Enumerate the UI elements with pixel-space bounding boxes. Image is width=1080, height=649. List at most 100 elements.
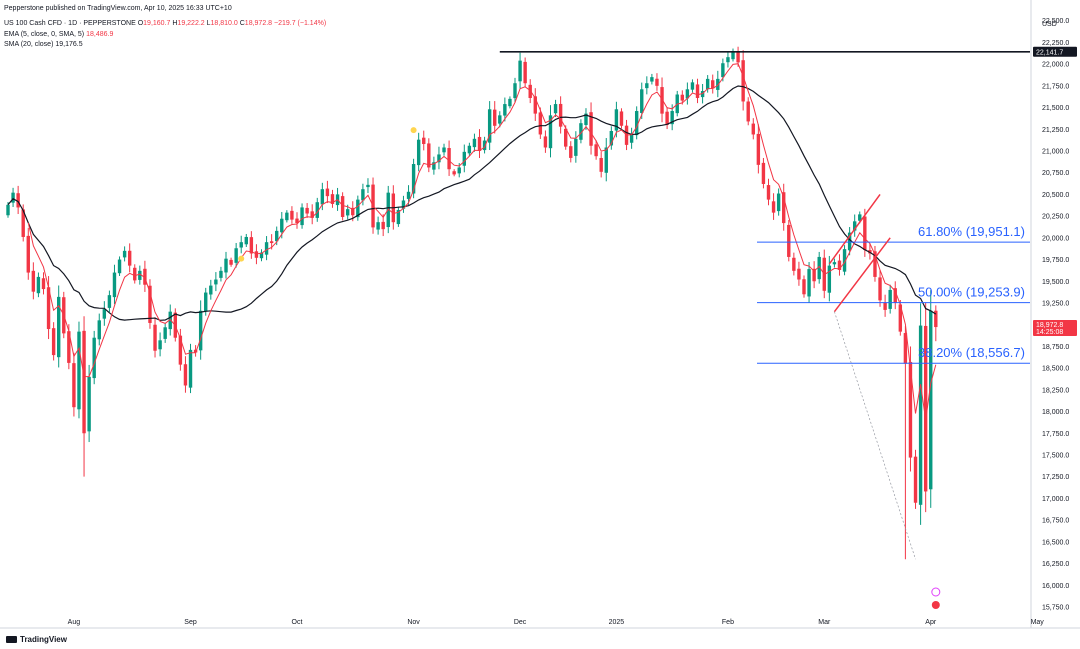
candle-body (599, 158, 602, 172)
candle-body (442, 147, 445, 152)
x-tick-label: Feb (722, 619, 734, 626)
y-tick-label: 20,750.0 (1042, 170, 1069, 177)
candle-body (209, 286, 212, 295)
candle-body (98, 320, 101, 339)
candle-body (128, 251, 131, 266)
candle-body (255, 251, 258, 258)
candle-body (458, 167, 461, 173)
candle-body (285, 213, 288, 221)
candle-body (797, 269, 800, 280)
y-tick-label: 17,750.0 (1042, 431, 1069, 438)
candle-body (82, 331, 85, 433)
candle-body (757, 134, 760, 165)
y-tick-label: 16,500.0 (1042, 539, 1069, 546)
candle-body (736, 52, 739, 63)
fib-level-label: 38.20% (18,556.7) (918, 345, 1025, 360)
candle-body (559, 104, 562, 127)
x-tick-label: Aug (68, 619, 81, 626)
candle-body (630, 134, 633, 142)
x-tick-label: May (1031, 619, 1045, 626)
y-tick-label: 17,000.0 (1042, 496, 1069, 503)
candle-body (52, 328, 55, 355)
y-tick-label: 21,250.0 (1042, 127, 1069, 134)
y-tick-label: 19,500.0 (1042, 279, 1069, 286)
y-tick-label: 21,500.0 (1042, 105, 1069, 112)
x-tick-label: Oct (292, 619, 303, 626)
candle-body (508, 99, 511, 106)
candle-body (214, 280, 217, 285)
candle-body (706, 79, 709, 89)
candle-body (32, 271, 35, 292)
candle-body (767, 185, 770, 200)
candle-body (747, 101, 750, 121)
fib-level-label: 61.80% (19,951.1) (918, 224, 1025, 239)
candle-body (234, 248, 237, 263)
candle-body (417, 140, 420, 165)
candle-body (691, 82, 694, 89)
price-chart[interactable]: 15,750.016,000.016,250.016,500.016,750.0… (0, 0, 1080, 649)
candle-body (245, 237, 248, 244)
candle-body (158, 340, 161, 349)
candle-body (518, 61, 521, 82)
candle-body (163, 327, 166, 339)
candle-body (726, 57, 729, 62)
candle-body (92, 338, 95, 378)
dividend-marker-icon (411, 127, 417, 133)
candle-body (498, 115, 501, 123)
candle-body (321, 189, 324, 204)
candle-body (787, 225, 790, 257)
candle-body (381, 222, 384, 229)
y-tick-label: 17,250.0 (1042, 474, 1069, 481)
candle-body (6, 205, 9, 215)
candle-body (341, 196, 344, 217)
y-tick-label: 18,750.0 (1042, 344, 1069, 351)
candle-body (696, 84, 699, 98)
candle-body (544, 136, 547, 147)
us-flag-icon (932, 601, 940, 609)
candle-body (300, 207, 303, 225)
x-tick-label: Nov (407, 619, 420, 626)
candle-body (828, 266, 831, 293)
y-tick-label: 19,750.0 (1042, 257, 1069, 264)
candle-body (103, 309, 106, 319)
candle-body (422, 138, 425, 144)
candle-body (184, 364, 187, 385)
y-tick-label: 18,500.0 (1042, 366, 1069, 373)
countdown-label: 14:25:08 (1036, 329, 1063, 336)
candle-body (752, 124, 755, 135)
candle-body (772, 201, 775, 212)
y-tick-label: 18,250.0 (1042, 387, 1069, 394)
y-tick-label: 16,750.0 (1042, 518, 1069, 525)
candle-body (87, 377, 90, 432)
candle-body (878, 277, 881, 300)
candle-body (569, 146, 572, 158)
candle-body (463, 152, 466, 166)
candle-body (305, 208, 308, 214)
candle-body (72, 363, 75, 407)
x-tick-label: Dec (514, 619, 527, 626)
fib-level-label: 50.00% (19,253.9) (918, 285, 1025, 300)
candle-body (721, 63, 724, 77)
candle-body (133, 268, 136, 281)
candle-body (645, 83, 648, 88)
x-tick-label: Sep (184, 619, 197, 626)
candle-body (108, 295, 111, 308)
candle-body (42, 278, 45, 289)
y-tick-label: 17,500.0 (1042, 452, 1069, 459)
candle-body (265, 242, 268, 254)
candle-body (468, 146, 471, 154)
candle-body (270, 241, 273, 243)
candle-body (407, 192, 410, 199)
y-tick-label: 16,250.0 (1042, 561, 1069, 568)
footer-brand[interactable]: TradingView (6, 635, 67, 644)
candle-body (224, 259, 227, 273)
candle-body (219, 271, 222, 278)
candle-body (326, 189, 329, 197)
candle-body (113, 273, 116, 298)
tradingview-logo-icon (6, 636, 17, 643)
candle-body (594, 144, 597, 156)
y-tick-label: 21,750.0 (1042, 83, 1069, 90)
candle-body (777, 194, 780, 212)
candle-body (376, 222, 379, 229)
event-icon (932, 588, 940, 596)
